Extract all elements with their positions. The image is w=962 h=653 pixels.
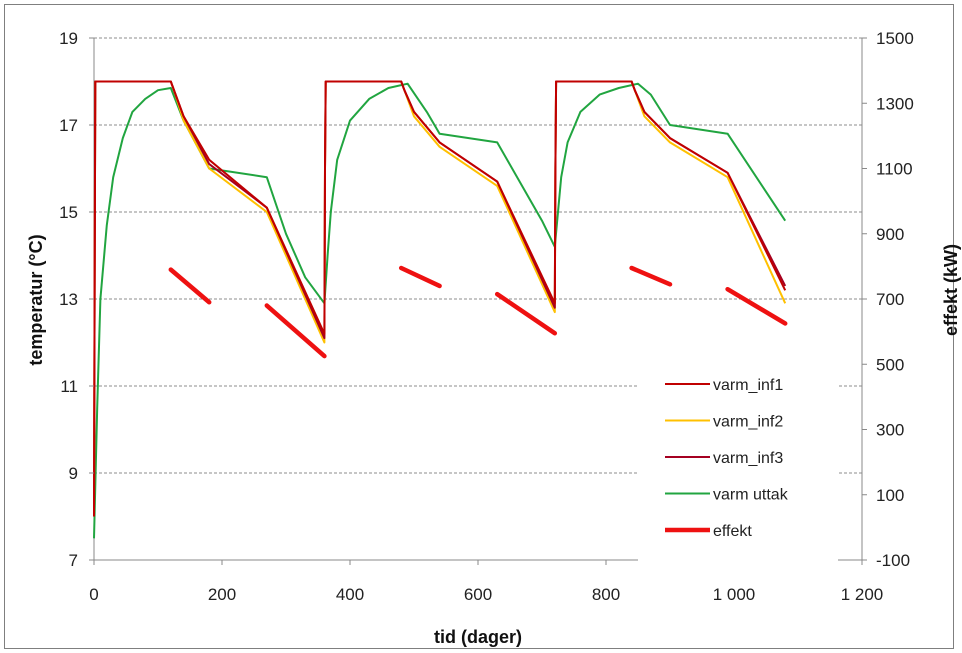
y-tick-label: 17 bbox=[59, 116, 78, 135]
legend-label: varm uttak bbox=[713, 487, 789, 504]
y-axis-title: temperatur (°C) bbox=[26, 234, 46, 365]
x-axis-title: tid (dager) bbox=[434, 627, 522, 647]
series-line-varm-inf1 bbox=[93, 80, 787, 517]
x-tick-label: 1 000 bbox=[713, 585, 756, 604]
x-tick-label: 0 bbox=[89, 585, 98, 604]
y-tick-label: 13 bbox=[59, 290, 78, 309]
y-tick-label: 11 bbox=[60, 377, 78, 396]
effekt-segment bbox=[629, 265, 673, 287]
y2-axis-title: effekt (kW) bbox=[941, 244, 961, 336]
y-tick-label: 15 bbox=[59, 203, 78, 222]
y2-tick-label: 100 bbox=[876, 486, 904, 505]
y2-axis-ticks: -100 100 300 500 700 900 1100 1300 1500 bbox=[862, 29, 914, 570]
y2-tick-label: 1100 bbox=[876, 160, 913, 179]
y-tick-label: 19 bbox=[59, 29, 78, 48]
effekt-segment bbox=[264, 303, 327, 359]
y2-tick-label: 1500 bbox=[876, 29, 914, 48]
y2-tick-label: 900 bbox=[876, 225, 904, 244]
series-layer bbox=[93, 80, 788, 539]
x-tick-label: 1 200 bbox=[841, 585, 884, 604]
x-tick-label: 400 bbox=[336, 585, 364, 604]
x-tick-label: 600 bbox=[464, 585, 492, 604]
y-axis-ticks: 7 9 11 13 15 17 19 bbox=[59, 29, 94, 570]
y2-tick-label: 300 bbox=[876, 421, 904, 440]
y2-tick-label: 500 bbox=[876, 355, 904, 374]
effekt-segment bbox=[168, 267, 212, 305]
y2-tick-label: 1300 bbox=[876, 94, 914, 113]
y2-tick-label: -100 bbox=[876, 551, 910, 570]
legend-label: varm_inf1 bbox=[713, 377, 783, 394]
effekt-segment bbox=[494, 291, 558, 336]
legend-label: varm_inf3 bbox=[713, 450, 783, 467]
x-axis-ticks: 0 200 400 600 800 1 000 1 200 bbox=[89, 560, 883, 604]
series-line-varm-uttak bbox=[93, 82, 787, 539]
x-tick-label: 800 bbox=[592, 585, 620, 604]
effekt-segment bbox=[725, 286, 788, 326]
legend-label: varm_inf2 bbox=[713, 414, 783, 431]
x-tick-label: 200 bbox=[208, 585, 236, 604]
effekt-segment bbox=[398, 265, 442, 289]
legend-label: effekt bbox=[713, 523, 752, 540]
legend-box bbox=[638, 370, 838, 565]
y-tick-label: 7 bbox=[69, 551, 78, 570]
y2-tick-label: 700 bbox=[876, 290, 904, 309]
y-tick-label: 9 bbox=[69, 464, 78, 483]
